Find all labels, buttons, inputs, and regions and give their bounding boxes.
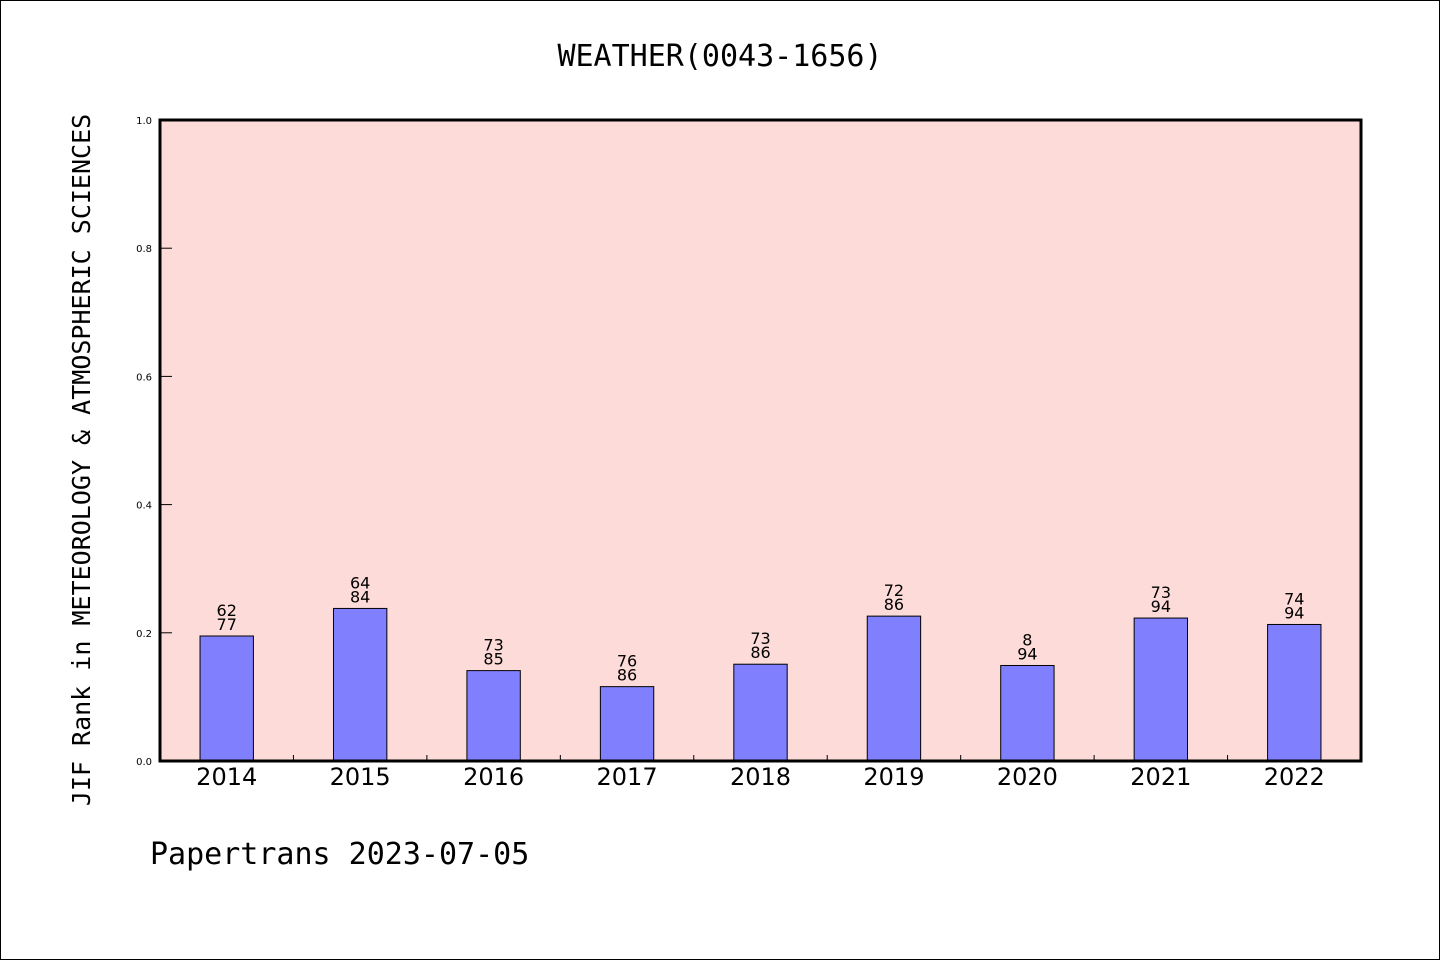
bar-label-top-2022: 74 [1284,589,1304,608]
bar-2015 [332,607,388,762]
bar-label-bottom-2019: 86 [884,595,904,614]
y-tick-label-3: 0.6 [136,372,152,383]
bar-label-bottom-2017: 86 [617,666,637,685]
bar-2022 [1267,623,1322,762]
bar-2014 [199,635,254,762]
y-tick-label-0: 0.0 [136,757,152,768]
bar-2019 [866,615,922,762]
bar-label-top-2017: 76 [617,652,637,671]
x-tick-label-2018: 2018 [730,763,791,791]
bar-2016 [466,670,521,762]
bar-2020 [1000,664,1055,762]
x-tick-label-2015: 2015 [330,763,391,791]
bar-label-bottom-2015: 84 [350,587,370,606]
x-tick-label-2017: 2017 [597,763,658,791]
x-tick-label-2014: 2014 [196,763,257,791]
bar-label-top-2016: 73 [483,636,503,655]
bar-label-bottom-2016: 85 [483,650,503,669]
x-tick-label-2020: 2020 [997,763,1058,791]
x-tick-label-2021: 2021 [1130,763,1191,791]
x-tick-label-2022: 2022 [1264,763,1325,791]
bar-label-bottom-2018: 86 [750,643,770,662]
bar-label-bottom-2021: 94 [1151,597,1171,616]
bar-label-bottom-2020: 94 [1017,644,1037,663]
bar-2017 [599,686,655,762]
y-tick-label-4: 0.8 [136,244,152,255]
x-tick-label-2016: 2016 [463,763,524,791]
bar-label-bottom-2014: 77 [217,615,237,634]
bar-label-top-2015: 64 [350,573,370,592]
y-axis-label: JIF Rank in METEOROLOGY & ATMOSPHERIC SC… [67,114,96,806]
bar-2018 [733,663,788,762]
bar-2021 [1133,617,1189,762]
plot-frame [158,118,1363,763]
bar-label-top-2014: 62 [217,601,237,620]
bar-label-top-2018: 73 [750,629,770,648]
y-tick-label-2: 0.4 [136,501,152,512]
chart-title: WEATHER(0043-1656) [557,39,882,74]
bar-label-top-2019: 72 [884,581,904,600]
bar-label-top-2020: 8 [1022,630,1032,649]
bar-label-top-2021: 73 [1151,583,1171,602]
x-tick-label-2019: 2019 [863,763,924,791]
y-tick-label-5: 1.0 [136,116,152,127]
y-tick-label-1: 0.2 [136,629,152,640]
footer-credit: Papertrans 2023-07-05 [150,837,529,872]
bar-label-bottom-2022: 94 [1284,603,1304,622]
